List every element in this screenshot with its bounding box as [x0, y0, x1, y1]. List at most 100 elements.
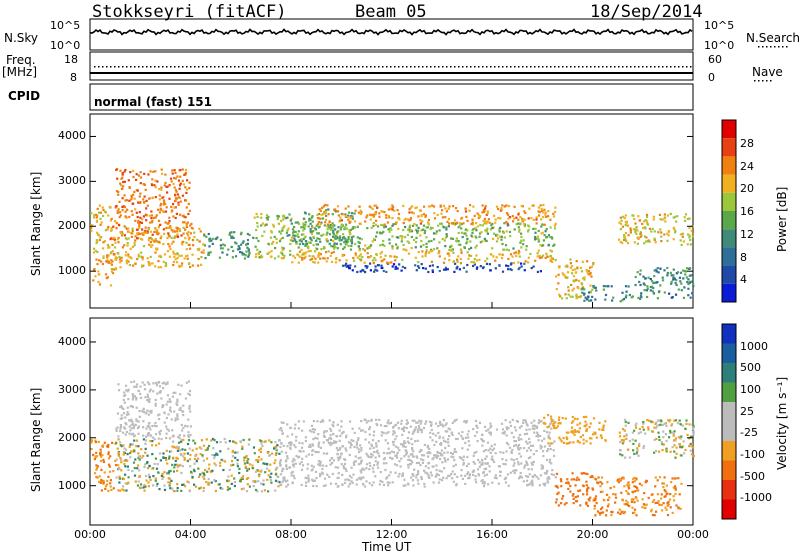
power-cell: [234, 255, 238, 258]
velocity-cell: [402, 443, 405, 446]
velocity-cell: [435, 456, 439, 459]
velocity-cell: [559, 438, 562, 441]
power-cell: [297, 222, 301, 225]
velocity-cell: [582, 442, 585, 445]
power-cell: [288, 213, 291, 216]
velocity-cell: [311, 443, 314, 446]
velocity-cell: [188, 393, 191, 396]
power-cell: [408, 241, 411, 244]
velocity-cell: [664, 506, 667, 509]
velocity-cell: [154, 402, 157, 405]
nave-dot: [342, 66, 344, 68]
velocity-cell: [651, 514, 654, 517]
power-cell: [535, 218, 538, 221]
velocity-cell: [502, 451, 505, 454]
velocity-cell: [484, 462, 487, 465]
power-cell: [172, 252, 175, 255]
power-cell: [522, 223, 526, 226]
velocity-cell: [198, 487, 201, 490]
power-cell: [686, 267, 689, 270]
power-cell: [186, 179, 189, 182]
power-cell: [134, 219, 137, 222]
power-cell: [228, 233, 231, 236]
velocity-ytick-label: 3000: [58, 382, 86, 396]
freq-panel: [89, 51, 694, 81]
power-cell: [422, 213, 426, 216]
velocity-cell: [622, 439, 625, 442]
power-cell: [398, 218, 401, 221]
velocity-cell: [181, 483, 184, 486]
power-cell: [433, 248, 436, 251]
power-cell: [316, 243, 320, 246]
velocity-cell: [453, 473, 456, 476]
power-cell: [392, 206, 395, 209]
power-cell: [394, 222, 397, 226]
power-cell: [183, 257, 186, 260]
power-cell: [360, 238, 363, 241]
power-cell: [567, 286, 570, 289]
power-cell: [298, 243, 301, 246]
velocity-cell: [201, 454, 204, 457]
velocity-cell: [331, 423, 334, 426]
velocity-cell: [122, 394, 126, 397]
power-cell: [442, 204, 445, 207]
power-cell: [289, 253, 292, 256]
power-cell: [555, 275, 558, 278]
velocity-cell: [274, 473, 277, 476]
velocity-cell: [328, 437, 331, 440]
velocity-cell: [507, 484, 510, 487]
nave-tick-top: 60: [708, 53, 722, 66]
velocity-cell: [116, 447, 119, 450]
velocity-cell: [407, 482, 410, 485]
velocity-cell: [279, 483, 283, 487]
power-cell: [414, 264, 417, 267]
velocity-cell: [540, 439, 544, 442]
velocity-colorbar-tick: 500: [740, 361, 761, 375]
velocity-cell: [488, 470, 491, 473]
power-cell: [627, 234, 630, 237]
velocity-cell: [368, 426, 372, 429]
power-cell: [510, 262, 513, 265]
power-cell: [173, 206, 176, 209]
velocity-cell: [414, 426, 417, 429]
power-cell: [208, 240, 211, 243]
velocity-cell: [491, 449, 494, 452]
velocity-cell: [392, 443, 395, 446]
power-cell: [520, 239, 523, 242]
velocity-cell: [428, 451, 431, 454]
power-cell: [159, 254, 162, 257]
power-cell: [126, 242, 129, 245]
velocity-cell: [326, 473, 329, 476]
power-cell: [494, 218, 497, 221]
power-cell: [336, 231, 339, 234]
power-cell: [153, 184, 156, 187]
power-cell: [175, 212, 178, 215]
power-cell: [637, 215, 640, 218]
velocity-cell: [487, 428, 490, 431]
velocity-cell: [692, 433, 695, 436]
power-cell: [154, 251, 157, 254]
nave-dot: [566, 66, 568, 68]
power-cell: [559, 295, 562, 298]
velocity-cell: [594, 432, 597, 436]
velocity-cell: [128, 432, 131, 435]
power-cell: [414, 246, 417, 249]
power-cell: [93, 213, 96, 216]
velocity-cell: [528, 428, 531, 431]
velocity-cell: [481, 479, 484, 482]
velocity-cell: [142, 434, 145, 437]
velocity-cell: [268, 469, 271, 472]
power-cell: [354, 252, 357, 255]
power-cell: [688, 274, 691, 277]
velocity-cell: [154, 421, 157, 424]
velocity-cell: [512, 470, 515, 473]
velocity-cell: [162, 475, 165, 478]
power-cell: [148, 264, 151, 267]
velocity-cell: [514, 440, 518, 443]
velocity-cell: [301, 429, 304, 432]
power-cell: [636, 242, 639, 245]
power-cell: [550, 236, 553, 239]
power-cell: [479, 265, 482, 268]
velocity-cell: [302, 420, 305, 423]
power-cell: [430, 248, 433, 251]
